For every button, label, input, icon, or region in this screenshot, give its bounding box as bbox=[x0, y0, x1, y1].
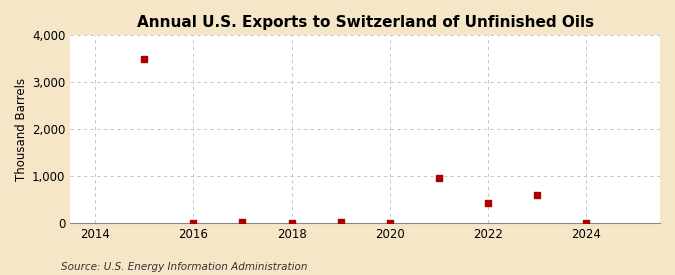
Point bbox=[483, 200, 493, 205]
Point bbox=[335, 220, 346, 224]
Point bbox=[433, 176, 444, 181]
Point bbox=[286, 221, 297, 225]
Title: Annual U.S. Exports to Switzerland of Unfinished Oils: Annual U.S. Exports to Switzerland of Un… bbox=[136, 15, 594, 30]
Point bbox=[384, 221, 395, 225]
Text: Source: U.S. Energy Information Administration: Source: U.S. Energy Information Administ… bbox=[61, 262, 307, 272]
Point bbox=[138, 57, 149, 61]
Point bbox=[581, 221, 592, 225]
Y-axis label: Thousand Barrels: Thousand Barrels bbox=[15, 78, 28, 181]
Point bbox=[188, 221, 198, 225]
Point bbox=[237, 220, 248, 224]
Point bbox=[532, 193, 543, 197]
